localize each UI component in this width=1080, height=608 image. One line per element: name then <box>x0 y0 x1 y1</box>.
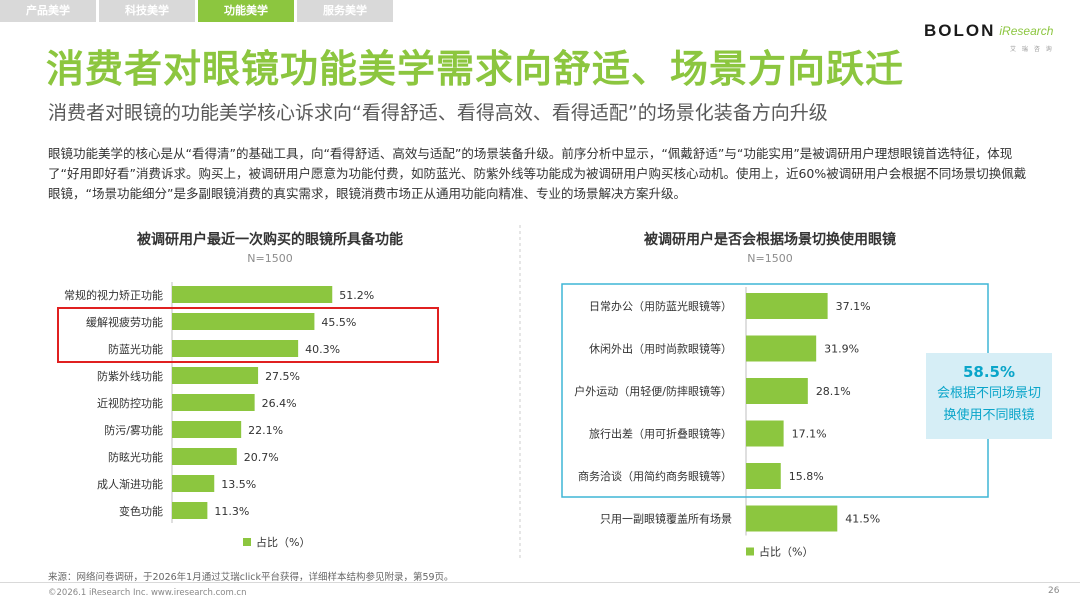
chart1-bar <box>172 286 333 303</box>
tab-function-aesthetics[interactable]: 功能美学 <box>198 0 294 22</box>
chart2-bar <box>746 505 838 532</box>
chart1-category-label: 防眩光功能 <box>108 450 163 464</box>
chart1-category-label: 防紫外线功能 <box>97 369 163 383</box>
summary-paragraph: 眼镜功能美学的核心是从“看得清”的基础工具，向“看得舒适、高效与适配”的场景装备… <box>48 146 1027 201</box>
chart1-value-label: 45.5% <box>321 316 356 329</box>
chart1-bar <box>172 340 299 357</box>
chart1-category-label: 近视防控功能 <box>97 396 163 410</box>
chart2-bar <box>746 293 828 319</box>
chart1-bar <box>172 367 259 384</box>
chart2-bar <box>746 420 784 447</box>
chart2-value-label: 37.1% <box>836 300 871 313</box>
chart1-bar <box>172 313 315 330</box>
chart1-category-label: 防蓝光功能 <box>108 342 163 356</box>
chart2-category-label: 只用一副眼镜覆盖所有场景 <box>600 512 732 526</box>
chart2-category-label: 户外运动（用轻便/防摔眼镜等） <box>574 384 732 398</box>
bolon-logo: BOLON <box>924 21 996 40</box>
chart1-value-label: 11.3% <box>214 505 249 518</box>
section-tabs: 产品美学 科技美学 功能美学 服务美学 <box>0 0 396 22</box>
callout-value: 58.5% <box>962 363 1016 381</box>
tab-tech-aesthetics[interactable]: 科技美学 <box>99 0 195 22</box>
chart1-category-label: 缓解视疲劳功能 <box>86 315 163 329</box>
chart2-bar <box>746 463 781 489</box>
chart2-value-label: 17.1% <box>792 428 827 441</box>
chart2-value-label: 15.8% <box>789 470 824 483</box>
chart1-category-label: 变色功能 <box>119 504 163 518</box>
callout-line1: 会根据不同场景切 <box>936 386 1041 401</box>
page-number: 26 <box>1048 586 1060 596</box>
chart2-title: 被调研用户是否会根据场景切换使用眼镜 <box>644 232 896 248</box>
page-title: 消费者对眼镜功能美学需求向舒适、场景方向跃迁 <box>46 47 905 91</box>
chart2-value-label: 28.1% <box>816 385 851 398</box>
chart2-category-label: 日常办公（用防蓝光眼镜等） <box>589 299 732 313</box>
copyright: ©2026.1 iResearch Inc. www.iresearch.com… <box>48 588 247 598</box>
chart1-bar <box>172 448 237 465</box>
chart1-legend-swatch <box>243 538 251 546</box>
chart1-category-label: 防污/雾功能 <box>104 423 163 437</box>
chart2-category-label: 休闲外出（用时尚款眼镜等） <box>589 342 732 356</box>
chart1-category-label: 常规的视力矫正功能 <box>64 288 163 302</box>
chart1-bar <box>172 421 242 438</box>
chart1-sample: N=1500 <box>247 252 293 265</box>
chart2-sample: N=1500 <box>747 252 793 265</box>
chart1-title: 被调研用户最近一次购买的眼镜所具备功能 <box>137 232 403 248</box>
footer-divider <box>0 582 1080 583</box>
chart1-value-label: 20.7% <box>244 451 279 464</box>
iresearch-logo-sub: 艾 瑞 咨 询 <box>1010 46 1054 53</box>
chart1-bar <box>172 475 215 492</box>
chart1-category-label: 成人渐进功能 <box>97 477 163 491</box>
chart1-bar <box>172 502 208 519</box>
chart1-legend-label: 占比（%） <box>256 535 310 549</box>
page-subtitle: 消费者对眼镜的功能美学核心诉求向“看得舒适、看得高效、看得适配”的场景化装备方向… <box>48 102 828 124</box>
chart2-legend-label: 占比（%） <box>759 545 813 559</box>
chart2-value-label: 41.5% <box>845 513 880 526</box>
chart1-value-label: 13.5% <box>221 478 256 491</box>
tab-service-aesthetics[interactable]: 服务美学 <box>297 0 393 22</box>
chart1-value-label: 26.4% <box>262 397 297 410</box>
callout-box: 58.5% 会根据不同场景切 换使用不同眼镜 <box>926 353 1052 439</box>
chart2-category-label: 商务洽谈（用简约商务眼镜等） <box>578 469 732 483</box>
iresearch-logo: iResearch <box>999 24 1054 38</box>
source-note: 来源：网络问卷调研，于2026年1月通过艾瑞click平台获得，详细样本结构参见… <box>48 572 454 583</box>
tab-product-aesthetics[interactable]: 产品美学 <box>0 0 96 22</box>
chart1-value-label: 27.5% <box>265 370 300 383</box>
callout-line2: 换使用不同眼镜 <box>943 408 1035 423</box>
chart1-highlight-box <box>57 307 439 363</box>
chart2-bar <box>746 378 808 404</box>
chart2-value-label: 31.9% <box>824 343 859 356</box>
chart1-bar <box>172 394 255 411</box>
chart2: 日常办公（用防蓝光眼镜等） 37.1% 休闲外出（用时尚款眼镜等） 31.9% 户外运动… <box>561 283 989 559</box>
brand-logo: BOLON iResearch <box>924 18 1053 44</box>
chart1-value-label: 40.3% <box>305 343 340 356</box>
chart1-value-label: 22.1% <box>248 424 283 437</box>
chart1: 常规的视力矫正功能 51.2% 缓解视疲劳功能 45.5% 防蓝光功能 40.3% 防紫外线… <box>57 282 439 549</box>
chart2-category-label: 旅行出差（用可折叠眼镜等） <box>589 427 732 441</box>
chart2-legend-swatch <box>746 547 754 556</box>
chart1-value-label: 51.2% <box>339 289 374 302</box>
chart2-bar <box>746 335 817 362</box>
